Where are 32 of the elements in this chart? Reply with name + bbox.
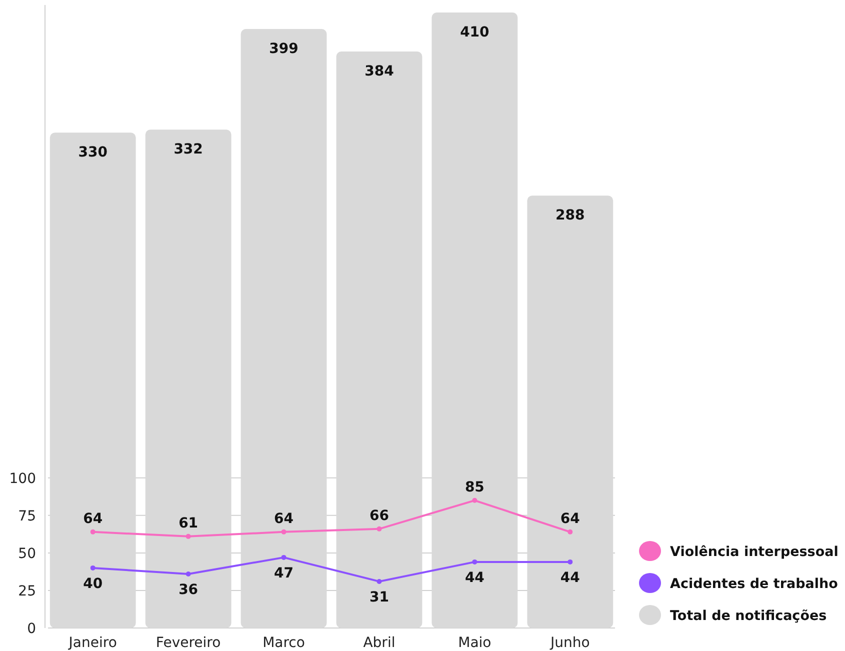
- x-tick-label: Fevereiro: [156, 635, 221, 651]
- y-tick-label: 25: [18, 583, 36, 600]
- x-tick-label: Marco: [262, 635, 305, 651]
- legend-label: Acidentes de trabalho: [670, 576, 838, 592]
- x-tick-label: Junho: [549, 635, 590, 651]
- data-label: 66: [369, 508, 389, 524]
- data-label: 64: [274, 510, 294, 527]
- data-label: 64: [83, 510, 103, 527]
- data-label: 61: [178, 515, 198, 532]
- data-label: 40: [83, 576, 103, 592]
- y-tick-label: 100: [9, 470, 36, 487]
- data-label: 332: [174, 142, 203, 158]
- x-tick-label: Maio: [458, 635, 492, 651]
- data-label: 399: [269, 41, 298, 58]
- y-tick-label: 75: [18, 508, 36, 524]
- y-tick-label: 50: [18, 546, 36, 562]
- data-label: 288: [556, 208, 585, 224]
- legend-label: Total de notificações: [670, 608, 827, 624]
- data-label: 64: [560, 510, 580, 527]
- data-label: 47: [274, 565, 294, 582]
- y-tick-label: 0: [27, 621, 36, 637]
- data-label: 85: [464, 479, 484, 496]
- data-label: 44: [464, 570, 485, 586]
- x-tick-label: Abril: [363, 635, 396, 651]
- data-label: 384: [364, 64, 394, 80]
- data-label: 31: [369, 589, 389, 606]
- data-label: 330: [78, 144, 108, 161]
- legend-label: Violência interpessoal: [670, 544, 838, 560]
- x-tick-label: Janeiro: [68, 635, 117, 651]
- data-label: 36: [178, 582, 198, 598]
- data-label: 410: [460, 24, 490, 41]
- data-label: 44: [560, 570, 580, 586]
